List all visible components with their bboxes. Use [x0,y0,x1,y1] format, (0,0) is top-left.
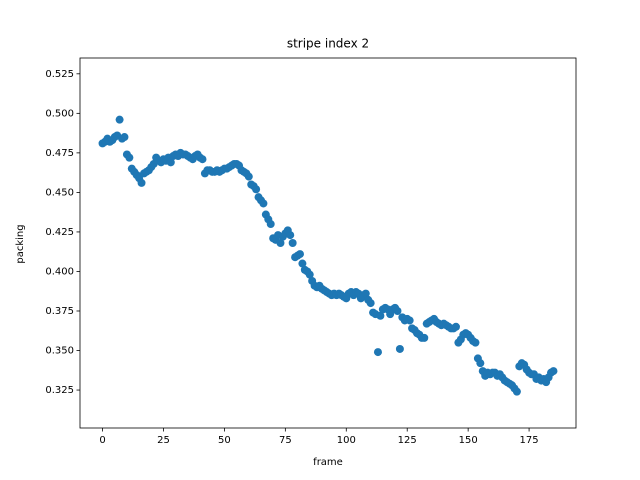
point [259,199,268,208]
point [305,270,314,279]
plot-frame [79,57,577,429]
point [244,172,253,181]
point [471,338,480,347]
y-tick-label: 0.375 [45,306,74,317]
point [286,231,295,240]
point [120,133,129,142]
y-tick-label: 0.525 [45,69,74,80]
y-tick-label: 0.425 [45,227,74,238]
point [276,239,285,247]
y-tick-label: 0.475 [45,148,74,159]
point [373,348,382,357]
point [376,311,385,320]
x-tick-label: 75 [279,435,292,446]
point [125,153,134,162]
point [295,250,304,259]
point [451,322,460,331]
point [252,185,261,194]
x-tick-label: 125 [398,435,417,446]
point [266,220,275,229]
x-tick-label: 50 [218,435,231,446]
point [115,115,124,124]
point [298,259,307,268]
point [405,316,414,325]
point [137,178,146,187]
point [288,239,297,247]
point [361,289,370,298]
point [549,367,558,376]
y-tick-label: 0.400 [45,266,74,277]
x-tick-label: 175 [520,435,539,446]
point [166,158,175,167]
point [512,387,521,396]
point [198,155,207,164]
x-tick-label: 150 [459,435,478,446]
y-tick-label: 0.500 [45,108,74,119]
y-tick-label: 0.450 [45,187,74,198]
y-tick-label: 0.350 [45,346,74,357]
x-tick-label: 0 [99,435,105,446]
x-axis-label: frame [313,457,343,468]
point [395,344,404,353]
point [393,306,402,315]
point [420,333,429,342]
x-tick-label: 25 [157,435,170,446]
y-tick-label: 0.325 [45,385,74,396]
point [366,299,375,308]
y-axis-label: packing [15,224,26,263]
chart-title: stripe index 2 [287,37,369,51]
point [476,359,485,368]
x-tick-label: 100 [337,435,356,446]
